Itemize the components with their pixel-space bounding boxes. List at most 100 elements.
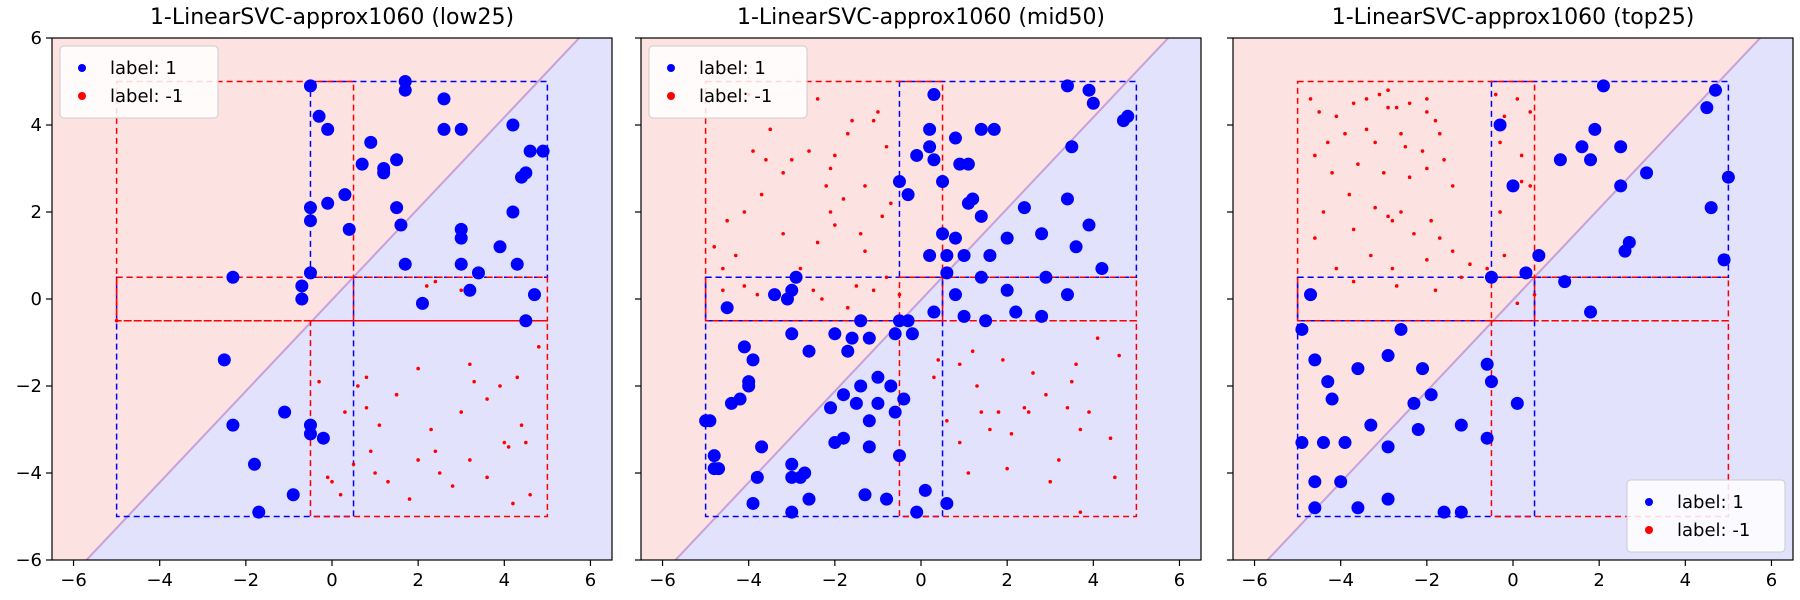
point-label-neg1	[815, 97, 820, 101]
point-label-neg1	[1347, 192, 1352, 197]
point-label-1	[785, 505, 799, 519]
point-label-1	[892, 175, 906, 189]
point-label-1	[974, 122, 988, 136]
point-label-1	[390, 201, 404, 215]
point-label-neg1	[781, 231, 785, 236]
point-label-neg1	[988, 427, 992, 432]
point-label-1	[278, 405, 292, 419]
point-label-neg1	[1334, 114, 1339, 119]
point-label-1	[1584, 305, 1598, 319]
blue-region-box	[704, 276, 944, 518]
point-label-neg1	[936, 358, 941, 362]
legend-marker-positive	[78, 64, 86, 72]
negative-region	[641, 38, 1169, 560]
point-label-1	[1480, 357, 1494, 371]
point-label-neg1	[1519, 153, 1524, 158]
point-label-1	[506, 118, 520, 132]
point-label-neg1	[1386, 105, 1390, 110]
point-label-1	[1484, 270, 1498, 284]
point-label-neg1	[1069, 379, 1074, 384]
point-label-1	[1304, 288, 1318, 302]
point-label-neg1	[863, 184, 867, 188]
point-label-neg1	[377, 423, 382, 427]
point-label-1	[1416, 362, 1430, 376]
blue-region-box	[115, 276, 355, 518]
point-label-neg1	[721, 266, 725, 271]
point-label-1	[1060, 79, 1074, 93]
point-label-1	[1082, 218, 1096, 232]
point-label-neg1	[871, 288, 876, 293]
legend-label: label: 1	[110, 58, 177, 79]
point-label-1	[303, 266, 317, 280]
point-label-1	[957, 249, 971, 262]
point-label-neg1	[1498, 210, 1502, 214]
point-label-neg1	[850, 118, 854, 123]
decision-boundary	[85, 38, 581, 560]
legend-label: label: 1	[699, 58, 766, 79]
point-label-1	[923, 249, 937, 262]
point-label-1	[303, 214, 317, 228]
point-label-neg1	[1364, 97, 1369, 101]
point-label-1	[1584, 153, 1598, 167]
point-label-neg1	[1044, 392, 1048, 397]
point-label-1	[364, 135, 378, 149]
legend-box	[648, 45, 808, 119]
point-label-neg1	[1502, 114, 1507, 119]
point-label-1	[471, 266, 485, 280]
point-label-1	[1039, 270, 1053, 284]
legend-marker-positive	[667, 64, 675, 72]
point-label-1	[1035, 227, 1049, 241]
point-label-neg1	[511, 501, 515, 506]
chart-title: 1-LinearSVC-approx1060 (mid50)	[737, 5, 1105, 30]
x-tick-label: −4	[1327, 570, 1354, 591]
y-tick-label: 2	[31, 202, 42, 223]
point-label-neg1	[407, 497, 412, 501]
point-label-1	[321, 122, 335, 136]
point-label-1	[948, 131, 962, 145]
negative-region	[52, 38, 580, 560]
point-label-1	[415, 296, 429, 310]
point-label-1	[854, 314, 868, 328]
point-label-neg1	[841, 197, 846, 201]
point-label-1	[1532, 249, 1546, 262]
point-label-1	[454, 122, 468, 136]
point-label-neg1	[863, 249, 867, 253]
point-label-1	[1622, 235, 1636, 249]
point-label-1	[1588, 122, 1602, 136]
point-label-neg1	[811, 288, 816, 293]
point-label-1	[1000, 283, 1014, 297]
point-label-neg1	[876, 110, 880, 114]
point-label-1	[1351, 501, 1365, 515]
legend-label: label: -1	[110, 86, 183, 107]
point-label-neg1	[854, 284, 859, 288]
point-label-neg1	[1515, 97, 1520, 101]
point-label-1	[1700, 101, 1714, 115]
point-label-neg1	[1394, 284, 1399, 288]
point-label-neg1	[1117, 353, 1121, 358]
point-label-1	[901, 188, 915, 202]
point-label-1	[295, 279, 309, 293]
point-label-neg1	[768, 127, 773, 132]
point-label-neg1	[498, 384, 502, 388]
legend: label: 1 label: -1	[1626, 479, 1786, 553]
y-tick-label: 6	[31, 28, 42, 49]
chart-panel-3: 1-LinearSVC-approx1060 (top25) −6 −4 −2 0 2 4 6…	[1227, 5, 1794, 591]
point-label-neg1	[897, 292, 902, 297]
point-label-neg1	[871, 118, 876, 123]
point-label-neg1	[416, 458, 420, 462]
point-label-1	[923, 140, 937, 154]
point-label-1	[923, 122, 937, 136]
point-label-neg1	[1313, 236, 1317, 240]
point-label-1	[724, 396, 738, 410]
x-tick-label: 6	[1174, 570, 1185, 591]
point-label-1	[1717, 253, 1731, 267]
point-label-1	[1484, 375, 1498, 389]
point-label-1	[1338, 436, 1352, 450]
point-label-1	[295, 292, 309, 306]
legend-label: label: -1	[1677, 520, 1750, 541]
point-label-1	[862, 331, 876, 345]
point-label-neg1	[1001, 358, 1005, 362]
point-label-neg1	[1330, 171, 1334, 175]
plot-area	[52, 38, 612, 560]
